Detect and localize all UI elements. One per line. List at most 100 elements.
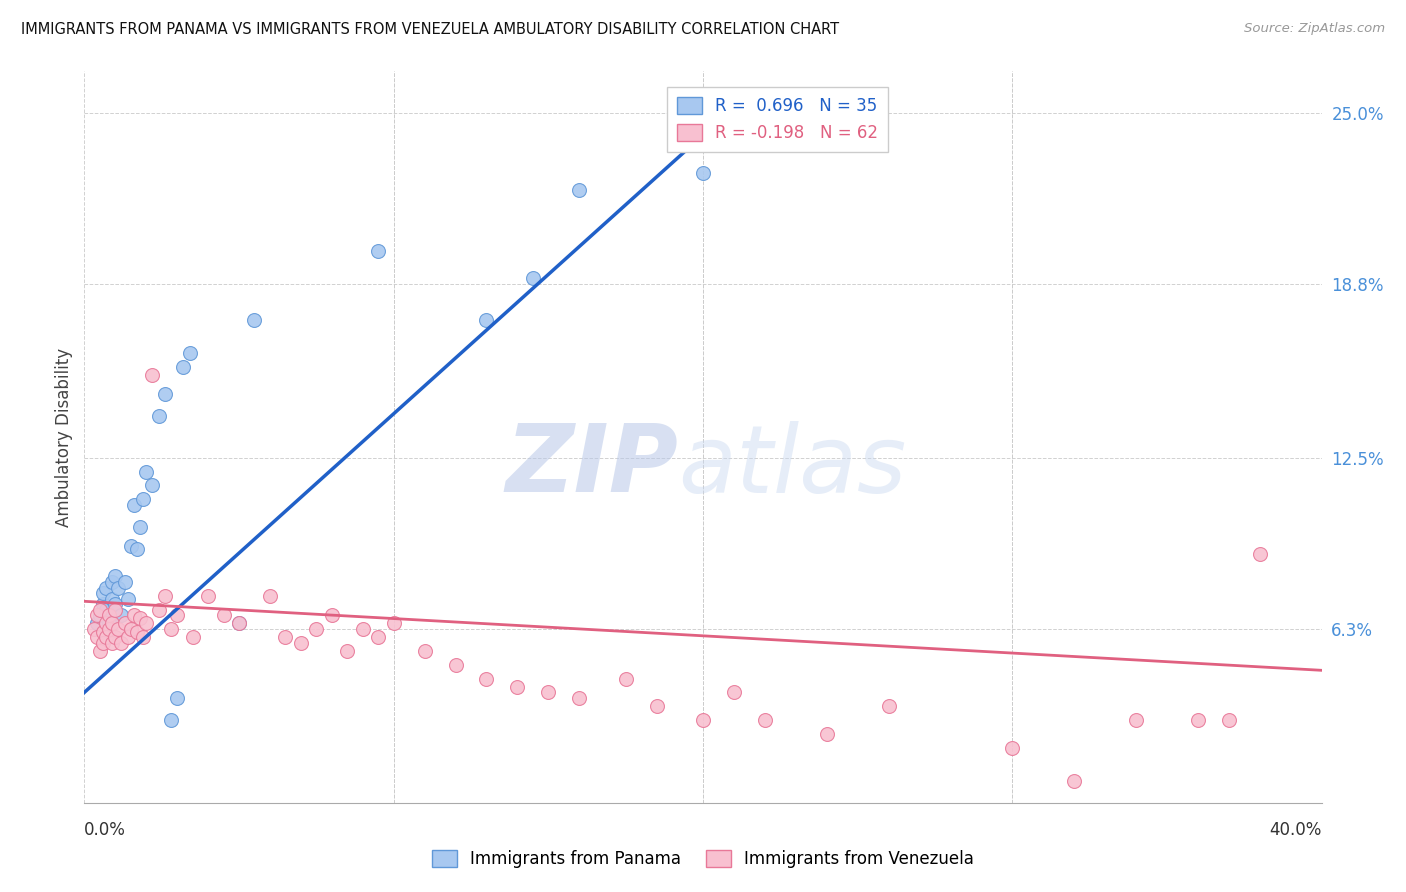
- Point: [522, 271, 544, 285]
- Point: [91, 624, 114, 639]
- Point: [160, 622, 183, 636]
- Point: [120, 622, 142, 636]
- Point: [336, 644, 359, 658]
- Point: [382, 616, 405, 631]
- Point: [475, 672, 498, 686]
- Point: [166, 690, 188, 705]
- Point: [94, 602, 117, 616]
- Point: [1187, 713, 1209, 727]
- Point: [98, 616, 121, 631]
- Point: [110, 636, 132, 650]
- Point: [614, 672, 637, 686]
- Point: [125, 541, 148, 556]
- Point: [101, 636, 124, 650]
- Point: [1249, 548, 1271, 562]
- Point: [94, 630, 117, 644]
- Point: [568, 183, 591, 197]
- Point: [129, 611, 152, 625]
- Point: [107, 622, 129, 636]
- Point: [120, 539, 142, 553]
- Point: [692, 166, 714, 180]
- Point: [243, 312, 266, 326]
- Point: [101, 574, 124, 589]
- Point: [122, 608, 145, 623]
- Point: [228, 616, 250, 631]
- Point: [148, 409, 170, 424]
- Point: [290, 636, 312, 650]
- Point: [645, 699, 668, 714]
- Text: atlas: atlas: [678, 421, 907, 512]
- Point: [506, 680, 529, 694]
- Point: [1125, 713, 1147, 727]
- Point: [114, 574, 136, 589]
- Point: [104, 602, 127, 616]
- Point: [537, 685, 560, 699]
- Point: [135, 465, 157, 479]
- Point: [1218, 713, 1240, 727]
- Point: [141, 478, 163, 492]
- Point: [101, 591, 124, 606]
- Point: [122, 498, 145, 512]
- Point: [89, 602, 111, 616]
- Point: [352, 622, 374, 636]
- Legend: R =  0.696   N = 35, R = -0.198   N = 62: R = 0.696 N = 35, R = -0.198 N = 62: [666, 87, 889, 152]
- Point: [413, 644, 436, 658]
- Point: [101, 616, 124, 631]
- Point: [104, 597, 127, 611]
- Point: [1063, 773, 1085, 788]
- Point: [98, 622, 121, 636]
- Point: [259, 589, 281, 603]
- Text: IMMIGRANTS FROM PANAMA VS IMMIGRANTS FROM VENEZUELA AMBULATORY DISABILITY CORREL: IMMIGRANTS FROM PANAMA VS IMMIGRANTS FRO…: [21, 22, 839, 37]
- Point: [91, 586, 114, 600]
- Point: [160, 713, 183, 727]
- Text: 40.0%: 40.0%: [1270, 821, 1322, 838]
- Point: [94, 616, 117, 631]
- Point: [815, 727, 838, 741]
- Point: [117, 630, 139, 644]
- Point: [117, 591, 139, 606]
- Point: [754, 713, 776, 727]
- Point: [166, 608, 188, 623]
- Point: [86, 616, 108, 631]
- Point: [475, 312, 498, 326]
- Point: [305, 622, 328, 636]
- Text: ZIP: ZIP: [505, 420, 678, 512]
- Point: [692, 713, 714, 727]
- Point: [132, 630, 155, 644]
- Point: [568, 690, 591, 705]
- Point: [367, 630, 389, 644]
- Point: [91, 636, 114, 650]
- Point: [197, 589, 219, 603]
- Point: [148, 602, 170, 616]
- Point: [321, 608, 343, 623]
- Point: [153, 589, 176, 603]
- Point: [444, 657, 467, 672]
- Point: [129, 520, 152, 534]
- Point: [274, 630, 297, 644]
- Point: [179, 346, 201, 360]
- Point: [228, 616, 250, 631]
- Point: [212, 608, 235, 623]
- Point: [89, 608, 111, 623]
- Point: [98, 608, 121, 623]
- Point: [172, 359, 194, 374]
- Point: [86, 608, 108, 623]
- Point: [89, 644, 111, 658]
- Point: [114, 616, 136, 631]
- Text: 0.0%: 0.0%: [84, 821, 127, 838]
- Point: [110, 608, 132, 623]
- Point: [104, 630, 127, 644]
- Y-axis label: Ambulatory Disability: Ambulatory Disability: [55, 348, 73, 526]
- Point: [91, 597, 114, 611]
- Point: [83, 622, 105, 636]
- Point: [181, 630, 204, 644]
- Point: [723, 685, 745, 699]
- Point: [135, 616, 157, 631]
- Point: [86, 630, 108, 644]
- Point: [367, 244, 389, 258]
- Point: [1001, 740, 1024, 755]
- Point: [877, 699, 900, 714]
- Point: [125, 624, 148, 639]
- Point: [107, 581, 129, 595]
- Point: [132, 492, 155, 507]
